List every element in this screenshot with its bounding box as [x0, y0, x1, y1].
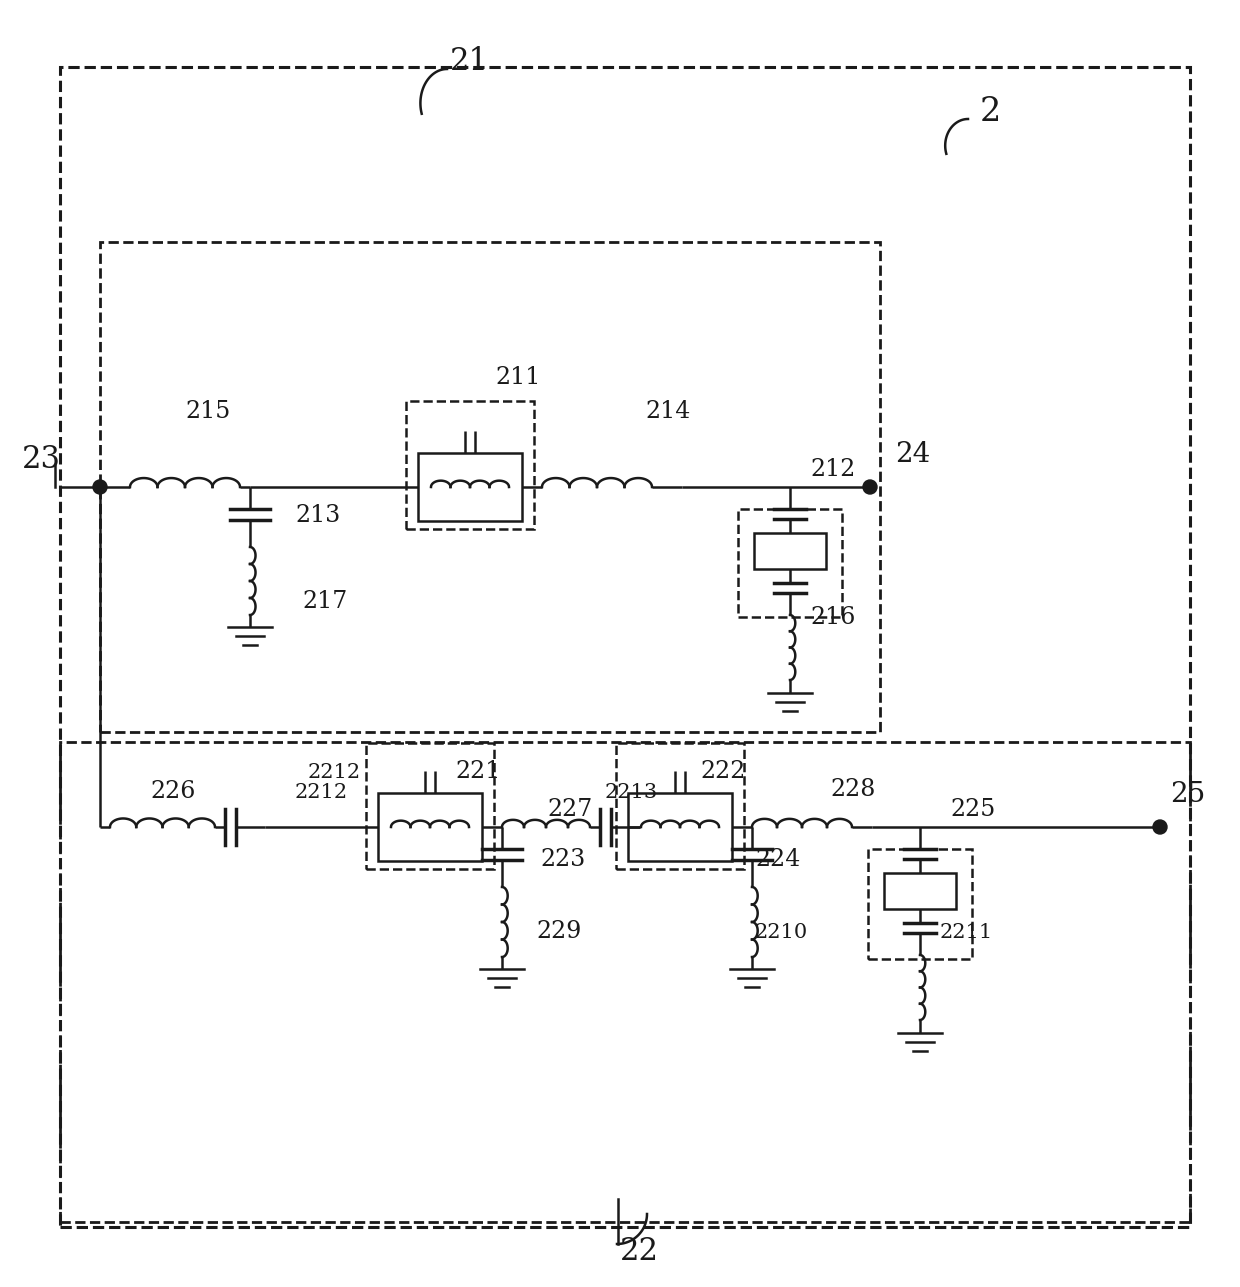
- Text: 215: 215: [185, 400, 231, 423]
- Bar: [868, 849, 972, 959]
- Text: 2211: 2211: [940, 923, 993, 942]
- Bar: [100, 242, 880, 732]
- Circle shape: [1153, 820, 1167, 834]
- Bar: [754, 533, 826, 569]
- Circle shape: [863, 480, 877, 494]
- Bar: [366, 743, 494, 869]
- Text: 227: 227: [547, 798, 593, 821]
- Text: 25: 25: [1171, 781, 1205, 808]
- Text: 211: 211: [495, 366, 541, 389]
- Text: 21: 21: [450, 46, 489, 77]
- Text: 214: 214: [645, 400, 691, 423]
- Text: 217: 217: [303, 591, 347, 614]
- Text: 216: 216: [810, 605, 856, 628]
- Text: 225: 225: [950, 798, 996, 821]
- Text: 22: 22: [620, 1237, 658, 1268]
- Text: 23: 23: [22, 444, 61, 475]
- Text: 221: 221: [455, 761, 501, 784]
- Bar: [616, 743, 744, 869]
- Text: 24: 24: [895, 441, 930, 468]
- Bar: [405, 402, 534, 529]
- Text: 226: 226: [150, 780, 196, 803]
- Text: 213: 213: [295, 503, 340, 526]
- Text: 2210: 2210: [755, 923, 808, 942]
- Circle shape: [93, 480, 107, 494]
- Text: 222: 222: [701, 761, 745, 784]
- Bar: [627, 793, 732, 861]
- Text: 212: 212: [810, 457, 856, 480]
- Bar: [418, 453, 522, 521]
- Bar: [884, 873, 956, 909]
- Bar: [60, 743, 1190, 1221]
- Text: 224: 224: [755, 848, 800, 870]
- Text: 2: 2: [980, 97, 1001, 127]
- Bar: [738, 508, 842, 616]
- Bar: [378, 793, 482, 861]
- Text: 229: 229: [536, 920, 582, 943]
- Text: 228: 228: [830, 777, 875, 801]
- Text: 2213: 2213: [605, 782, 658, 802]
- Text: 2212: 2212: [295, 782, 348, 802]
- Text: 223: 223: [539, 848, 585, 870]
- Text: 2212: 2212: [308, 762, 361, 781]
